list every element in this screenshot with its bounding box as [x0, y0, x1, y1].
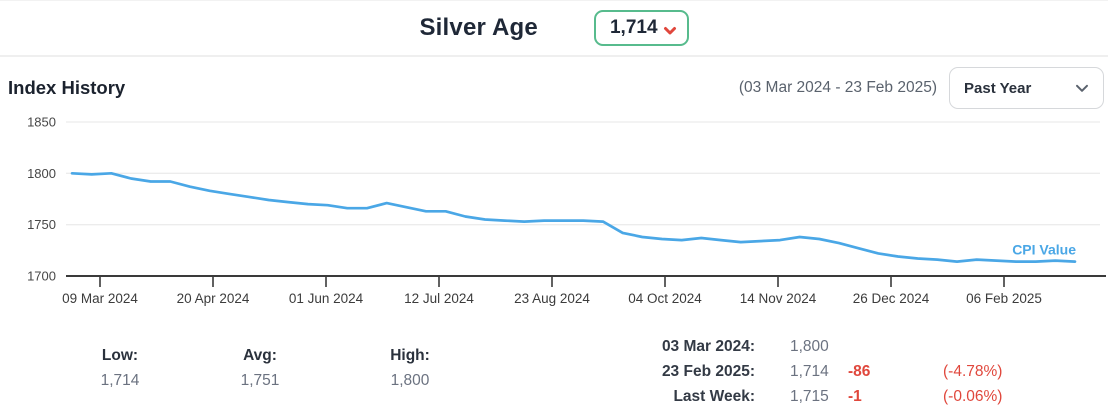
y-tick-label: 1750 [27, 217, 56, 232]
series-label: CPI Value [1012, 242, 1076, 258]
row-change: -86 [848, 363, 871, 380]
chevron-down-icon [1076, 84, 1088, 92]
y-tick-label: 1700 [27, 269, 56, 284]
range-select[interactable]: Past Year [949, 67, 1104, 109]
x-tick-label: 12 Jul 2024 [404, 291, 474, 306]
x-tick-label: 01 Jun 2024 [289, 291, 364, 306]
x-tick-label: 06 Feb 2025 [966, 291, 1042, 306]
x-tick-label: 26 Dec 2024 [853, 291, 930, 306]
row-value: 1,715 [790, 388, 829, 405]
page-title: Silver Age [419, 14, 538, 41]
row-value: 1,800 [790, 338, 829, 355]
row-label: Last Week: [673, 388, 755, 405]
y-tick-label: 1850 [27, 115, 56, 130]
stat-row-end-date: 23 Feb 2025: 1,714 -86 (-4.78%) [600, 363, 1003, 388]
stat-label: Low: [101, 347, 139, 364]
summary-stats: Low: 1,714 Avg: 1,751 High: 1,800 [90, 347, 442, 390]
stat-low: Low: 1,714 [90, 347, 150, 390]
index-value: 1,714 [609, 17, 658, 38]
stat-value: 1,714 [100, 372, 140, 389]
stat-value: 1,800 [390, 372, 430, 389]
stat-avg: Avg: 1,751 [228, 347, 292, 390]
cpi-line [70, 171, 1077, 263]
x-tick-label: 20 Apr 2024 [177, 291, 250, 306]
x-tick-label: 04 Oct 2024 [628, 291, 702, 306]
stat-row-last-week: Last Week: 1,715 -1 (-0.06%) [600, 388, 1002, 413]
section-header: Index History (03 Mar 2024 - 23 Feb 2025… [8, 66, 1104, 110]
row-change-pct: (-4.78%) [943, 363, 1003, 380]
row-label: 23 Feb 2025: [661, 363, 755, 380]
y-tick-label: 1800 [27, 166, 56, 181]
stat-high: High: 1,800 [378, 347, 442, 390]
row-change: -1 [848, 388, 862, 405]
stat-value: 1,751 [240, 372, 280, 389]
stat-label: High: [390, 347, 430, 364]
row-value: 1,714 [790, 363, 829, 380]
index-history-chart: 1850 1800 1750 1700 09 Mar 2024 20 Apr 2024 01… [27, 115, 1106, 306]
stat-row-start-date: 03 Mar 2024: 1,800 [600, 338, 1002, 363]
x-tick-label: 23 Aug 2024 [514, 291, 590, 306]
header: Silver Age 1,714 [0, 0, 1108, 57]
x-tick-label: 14 Nov 2024 [740, 291, 817, 306]
date-range-label: (03 Mar 2024 - 23 Feb 2025) [738, 79, 937, 96]
x-tick-label: 09 Mar 2024 [62, 291, 138, 306]
stat-label: Avg: [243, 347, 277, 364]
chevron-down-icon [663, 26, 676, 34]
range-select-value: Past Year [964, 79, 1032, 97]
index-value-dropdown[interactable]: 1,714 [593, 10, 689, 46]
section-title: Index History [8, 77, 126, 98]
row-label: 03 Mar 2024: [661, 338, 755, 355]
change-stats: 03 Mar 2024: 1,800 23 Feb 2025: 1,714 -8… [600, 338, 1003, 413]
row-change-pct: (-0.06%) [943, 388, 1003, 405]
